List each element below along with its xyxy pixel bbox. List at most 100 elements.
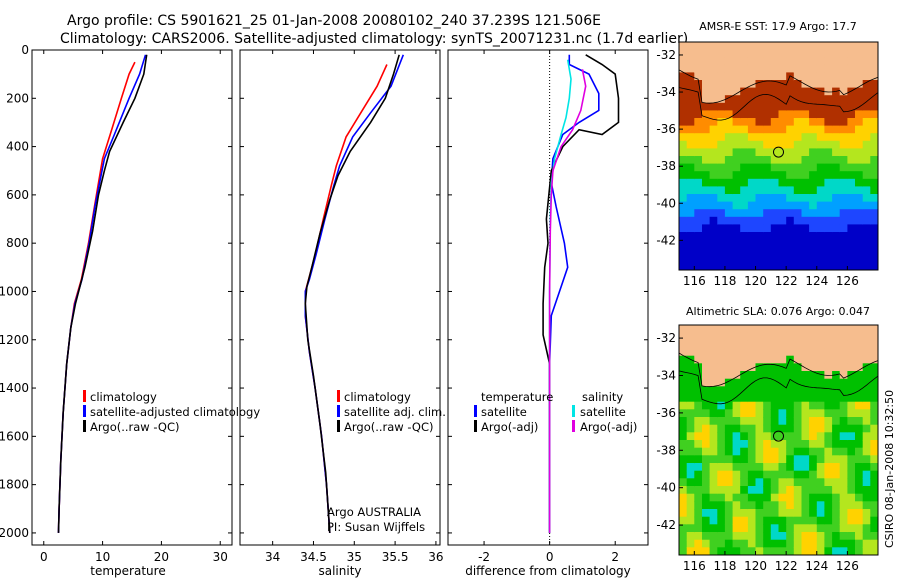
map-cell [717,140,726,149]
x-tick-label: 34 [265,550,280,564]
map-cell [801,171,810,180]
map-cell [770,178,780,187]
map-cell [686,424,695,433]
map-cell [839,156,848,165]
map-cell [694,201,703,210]
map-cell [809,49,818,58]
map-cell [801,72,810,81]
map-cell [709,95,718,104]
map-cell [847,64,856,73]
map-cell [702,501,711,510]
map-cell [763,440,772,449]
map-cell [832,340,841,349]
sla-field [679,325,878,555]
map-cell [839,64,848,73]
map-cell [824,102,833,111]
map-cell [770,194,780,203]
map-cell [747,386,757,395]
map-cell [778,80,787,89]
map-cell [694,178,703,187]
map-cell [755,224,764,233]
map-cell [717,186,726,195]
map-cell [832,186,841,195]
map-cell [679,401,688,410]
map-cell [870,95,878,104]
map-cell [832,80,841,89]
map-cell [770,486,780,495]
map-cell [816,386,826,395]
map-cell [778,171,787,180]
map-cell [855,340,864,349]
map-cell [679,148,688,157]
map-cell [778,371,787,380]
map-cell [847,72,856,81]
map-cell [686,224,695,233]
map-cell [778,509,787,518]
map-cell [839,355,848,364]
map-cell [847,87,856,96]
map-cell [824,178,833,187]
map-cell [763,532,772,541]
map-cell [832,178,841,187]
map-cell [732,340,741,349]
map-cell [832,524,841,533]
map-cell [694,232,703,241]
map-cell [809,524,818,533]
map-cell [778,417,787,426]
map-cell [809,224,818,233]
map-cell [862,148,871,157]
map-cell [855,394,864,403]
map-cell [786,156,795,165]
map-cell [740,524,749,533]
map-cell [709,486,718,495]
map-cell [839,371,848,380]
map-cell [824,194,833,203]
y-tick-label: 1000 [0,284,29,298]
map-cell [855,493,864,502]
map-cell [778,401,787,410]
map-cell [778,194,787,203]
map-cell [824,125,833,134]
map-cell [679,371,688,380]
map-cell [717,201,726,210]
map-cell [786,478,795,487]
map-cell [778,478,787,487]
map-cell [717,216,726,225]
map-cell [847,118,856,127]
map-cell [832,325,841,334]
map-cell [770,80,780,89]
sla-map-axes: 116 118 120 122 124 126-32-34-36-38-40-42 [656,331,858,573]
map-cell [832,209,841,218]
map-cell [732,493,741,502]
map-cell [778,539,787,548]
map-cell [839,171,848,180]
map-cell [747,262,757,270]
map-cell [755,186,764,195]
map-cell [816,156,826,165]
map-cell [832,348,841,357]
x-tick-label: 34.5 [300,550,327,564]
map-cell [709,501,718,510]
map-cell [770,455,780,464]
map-cell [855,49,864,58]
map-cell [855,163,864,172]
map-cell [717,440,726,449]
map-cell [847,417,856,426]
map-cell [855,532,864,541]
map-cell [717,470,726,479]
map-cell [870,178,878,187]
map-cell [839,216,848,225]
map-cell [747,133,757,142]
map-cell [755,95,764,104]
map-cell [832,440,841,449]
map-cell [801,57,810,66]
map-cell [793,463,803,472]
map-cell [686,516,695,525]
map-cell [755,87,764,96]
map-cell [694,171,703,180]
map-cell [809,332,818,341]
map-cell [824,239,833,248]
map-cell [763,163,772,172]
map-cell [801,156,810,165]
map-cell [694,325,703,334]
